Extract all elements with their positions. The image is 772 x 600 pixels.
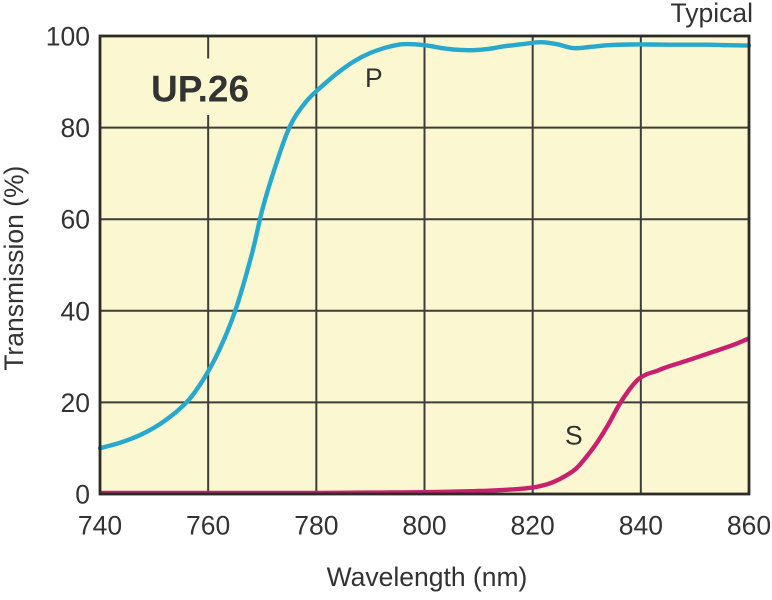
svg-text:Typical: Typical — [671, 0, 753, 28]
svg-text:60: 60 — [61, 205, 90, 235]
svg-text:P: P — [365, 63, 383, 93]
svg-text:800: 800 — [402, 511, 446, 541]
svg-text:Transmission (%): Transmission (%) — [0, 166, 29, 371]
svg-text:0: 0 — [75, 480, 90, 510]
svg-text:760: 760 — [186, 511, 230, 541]
svg-text:740: 740 — [78, 511, 122, 541]
svg-text:820: 820 — [511, 511, 555, 541]
svg-text:80: 80 — [61, 113, 90, 143]
svg-text:780: 780 — [294, 511, 338, 541]
svg-text:S: S — [565, 421, 583, 451]
svg-text:40: 40 — [61, 296, 90, 326]
svg-text:860: 860 — [727, 511, 771, 541]
svg-text:UP.26: UP.26 — [151, 69, 249, 110]
svg-text:Wavelength (nm): Wavelength (nm) — [327, 562, 528, 592]
svg-text:840: 840 — [619, 511, 663, 541]
svg-text:20: 20 — [61, 388, 90, 418]
svg-text:100: 100 — [46, 22, 90, 52]
